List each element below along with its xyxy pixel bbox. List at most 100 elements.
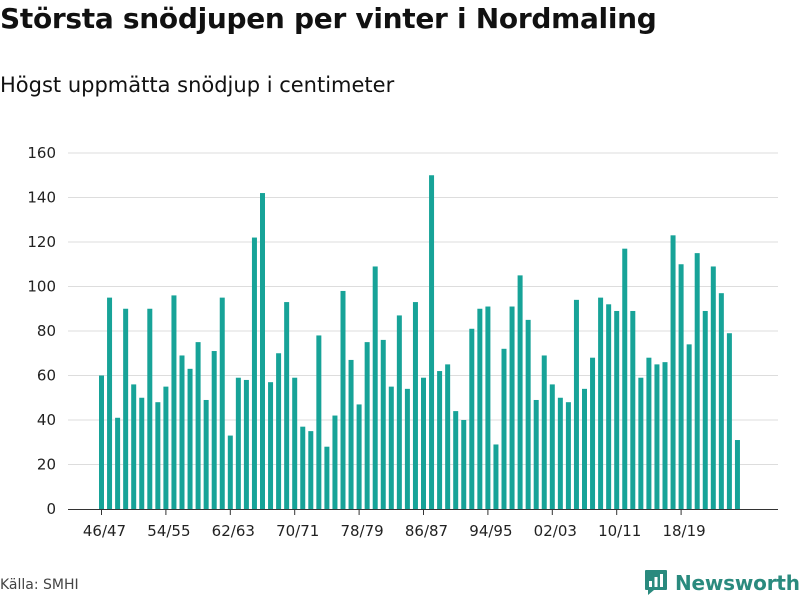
- gridlines: [68, 152, 778, 465]
- y-tick-label: 0: [46, 500, 56, 518]
- bar-1965: [251, 237, 257, 510]
- bar-2022: [710, 266, 716, 509]
- y-tick-label: 20: [37, 456, 56, 474]
- bar-2006: [582, 388, 587, 509]
- bar-1964: [243, 379, 249, 509]
- bar-1999: [525, 319, 531, 509]
- bar-2024: [726, 333, 732, 509]
- bar-1986: [421, 377, 426, 509]
- bar-2010: [614, 310, 620, 509]
- bar-1995: [493, 444, 499, 509]
- bar-2019: [686, 344, 692, 509]
- x-tick-label: 46/47: [83, 522, 126, 540]
- brand-name: Newsworthy: [675, 570, 800, 595]
- y-tick-label: 100: [27, 278, 56, 296]
- x-tick-label: 94/95: [469, 522, 512, 540]
- bar-1996: [501, 348, 507, 509]
- y-tick-label: 60: [37, 367, 56, 385]
- bar-1948: [115, 417, 121, 509]
- bar-2015: [654, 364, 660, 509]
- bar-1949: [123, 308, 129, 509]
- bar-1984: [404, 388, 410, 509]
- bar-1963: [235, 377, 241, 509]
- bar-1983: [396, 315, 402, 509]
- bar-1950: [131, 384, 137, 509]
- bar-1955: [171, 295, 177, 509]
- bar-1990: [453, 411, 459, 509]
- bar-1997: [509, 306, 515, 509]
- bar-1952: [147, 308, 153, 509]
- x-tick-label: 18/19: [662, 522, 705, 540]
- brand-logo: Newsworthy: [644, 569, 800, 596]
- snow-depth-bar-chart: 0 20 40 60 80 100 120 140 160 46/47 54/55 62/63 70/7…: [27, 144, 778, 540]
- bar-2020: [694, 253, 700, 509]
- chart-subtitle: Högst uppmätta snödjup i centimeter: [0, 73, 395, 97]
- bar-2004: [565, 402, 571, 509]
- bar-2013: [638, 377, 644, 509]
- bar-1987: [429, 175, 435, 509]
- bar-1975: [332, 415, 338, 509]
- bar-1992: [469, 328, 475, 509]
- bar-1972: [308, 431, 314, 509]
- x-tick-label: 10/11: [598, 522, 641, 540]
- y-tick-label: 160: [27, 144, 56, 162]
- bar-1954: [163, 386, 169, 509]
- bar-1958: [195, 342, 201, 509]
- y-tick-label: 120: [27, 233, 56, 251]
- bar-2018: [678, 264, 684, 509]
- bar-1978: [356, 404, 362, 509]
- bar-1994: [485, 306, 491, 509]
- bar-1962: [227, 435, 233, 509]
- bar-1970: [292, 377, 298, 509]
- bar-2023: [718, 293, 724, 509]
- bar-1993: [477, 308, 483, 509]
- bar-2005: [573, 299, 579, 509]
- bar-1998: [517, 275, 523, 509]
- bar-2000: [533, 399, 539, 509]
- x-tick-label: 62/63: [212, 522, 255, 540]
- y-tick-label: 140: [27, 189, 56, 207]
- newsworthy-logo-icon: [645, 570, 667, 595]
- bar-2003: [557, 397, 563, 509]
- y-tick-label: 80: [37, 322, 56, 340]
- bar-1989: [445, 364, 451, 509]
- bar-1985: [412, 302, 418, 509]
- bar-1951: [139, 397, 145, 509]
- bar-1946: [99, 375, 104, 509]
- bar-1959: [203, 399, 209, 509]
- bar-2001: [541, 355, 547, 509]
- bar-2014: [646, 357, 652, 509]
- bar-1973: [316, 335, 322, 509]
- bar-1957: [187, 368, 193, 509]
- bar-1974: [324, 446, 330, 509]
- bar-2017: [670, 235, 676, 509]
- axes: 0 20 40 60 80 100 120 140 160 46/47 54/55 62/63 70/7…: [27, 144, 778, 540]
- bar-1971: [300, 426, 306, 509]
- bar-1968: [276, 353, 282, 509]
- bar-1979: [364, 342, 370, 509]
- bar-2008: [598, 297, 604, 509]
- bar-2007: [590, 357, 596, 509]
- bars: [99, 175, 740, 510]
- bar-1953: [155, 402, 161, 509]
- bar-1966: [260, 193, 265, 510]
- bar-1977: [348, 359, 354, 509]
- x-tick-label: 78/79: [340, 522, 383, 540]
- bar-2016: [662, 362, 668, 509]
- bar-1947: [107, 297, 113, 509]
- bar-2011: [622, 248, 628, 510]
- x-tick-label: 54/55: [147, 522, 190, 540]
- x-tick-label: 86/87: [405, 522, 448, 540]
- bar-1956: [179, 355, 185, 509]
- bar-1988: [437, 371, 443, 509]
- bar-2009: [606, 304, 612, 509]
- bar-2002: [549, 384, 555, 509]
- bar-2021: [702, 310, 708, 509]
- bar-2012: [630, 310, 636, 509]
- bar-1980: [372, 266, 378, 509]
- bar-1967: [268, 382, 274, 509]
- bar-1976: [340, 290, 346, 509]
- source-note: Källa: SMHI: [0, 577, 79, 593]
- chart-title: Största snödjupen per vinter i Nordmalin…: [0, 2, 657, 35]
- y-tick-label: 40: [37, 411, 56, 429]
